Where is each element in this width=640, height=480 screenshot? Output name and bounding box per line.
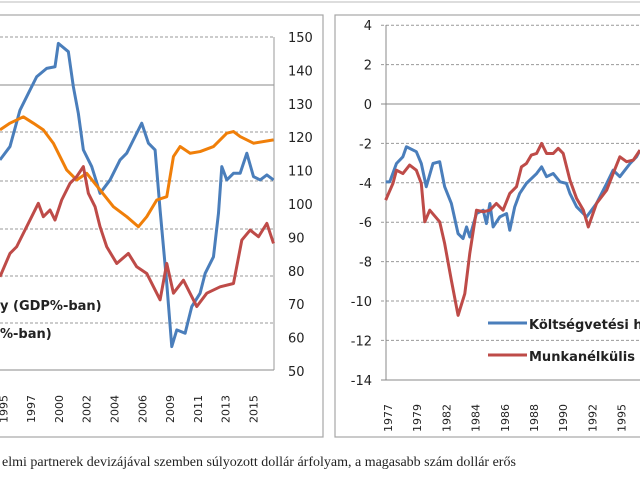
series-line-orange: [0, 115, 274, 229]
y-right-tick-label: 80: [288, 265, 305, 280]
y-tick-label: 0: [364, 98, 372, 113]
legend-label: %-ban): [0, 327, 52, 342]
y-right-tick-label: 110: [288, 165, 313, 180]
y-tick-label: -10: [351, 295, 372, 310]
x-tick-label: 2004: [109, 395, 122, 423]
x-tick-label: 2013: [220, 395, 233, 423]
y-right-tick-label: 100: [288, 198, 313, 213]
x-tick-label: 1986: [499, 404, 512, 432]
x-tick-label: 1992: [586, 404, 599, 432]
y-right-tick-label: 120: [288, 131, 313, 146]
x-tick-label: 1982: [440, 404, 453, 432]
caption: elmi partnerek devizájával szemben súlyo…: [2, 455, 516, 470]
y-tick-label: -12: [351, 334, 372, 349]
right-chart-border: [334, 14, 640, 438]
y-tick-label: -4: [359, 177, 372, 192]
x-tick-label: 2015: [248, 395, 261, 423]
x-tick-label: 1995: [0, 395, 10, 423]
x-tick-label: 1977: [382, 404, 395, 432]
y-tick-label: -6: [359, 216, 372, 231]
y-tick-label: 4: [364, 19, 372, 34]
x-tick-label: 2009: [164, 395, 177, 423]
x-tick-label: 1995: [616, 404, 629, 432]
right-chart: 4 2 0 -2 -4 -6 -8 -10 -12 -14 1977 1979 1982 1984 1986…: [334, 14, 640, 438]
x-tick-label: 1990: [557, 404, 570, 432]
x-tick-label: 2000: [53, 395, 66, 423]
x-tick-label: 2006: [136, 395, 149, 423]
y-tick-label: -8: [359, 256, 372, 271]
x-tick-label: 1988: [528, 404, 541, 432]
y-right-tick-label: 50: [288, 365, 305, 380]
series-line-red: [0, 165, 275, 309]
left-chart: 150 140 130 120 110 100 90 80 70 60 50 1995 1997 2000…: [0, 14, 324, 438]
y-right-tick-label: 140: [288, 64, 313, 79]
y-right-tick-label: 60: [288, 332, 305, 347]
x-tick-label: 1997: [25, 395, 38, 423]
legend-label: y (GDP%-ban): [0, 299, 102, 314]
legend-label: Munkanélkülis: [529, 350, 635, 365]
x-tick-label: 2011: [192, 395, 205, 423]
y-right-tick-label: 130: [288, 98, 313, 113]
x-tick-label: 1979: [411, 404, 424, 432]
x-tick-label: 2002: [81, 395, 94, 423]
y-right-tick-label: 90: [288, 231, 305, 246]
x-tick-label: 1984: [470, 404, 483, 432]
y-right-tick-label: 70: [288, 298, 305, 313]
series-line-blue: [0, 41, 275, 349]
series-line: [384, 141, 640, 317]
y-tick-label: 2: [364, 59, 372, 74]
y-tick-label: -14: [351, 374, 372, 389]
y-tick-label: -2: [359, 137, 372, 152]
legend-label: Költségvetési h: [529, 318, 640, 333]
y-right-tick-label: 150: [288, 31, 313, 46]
